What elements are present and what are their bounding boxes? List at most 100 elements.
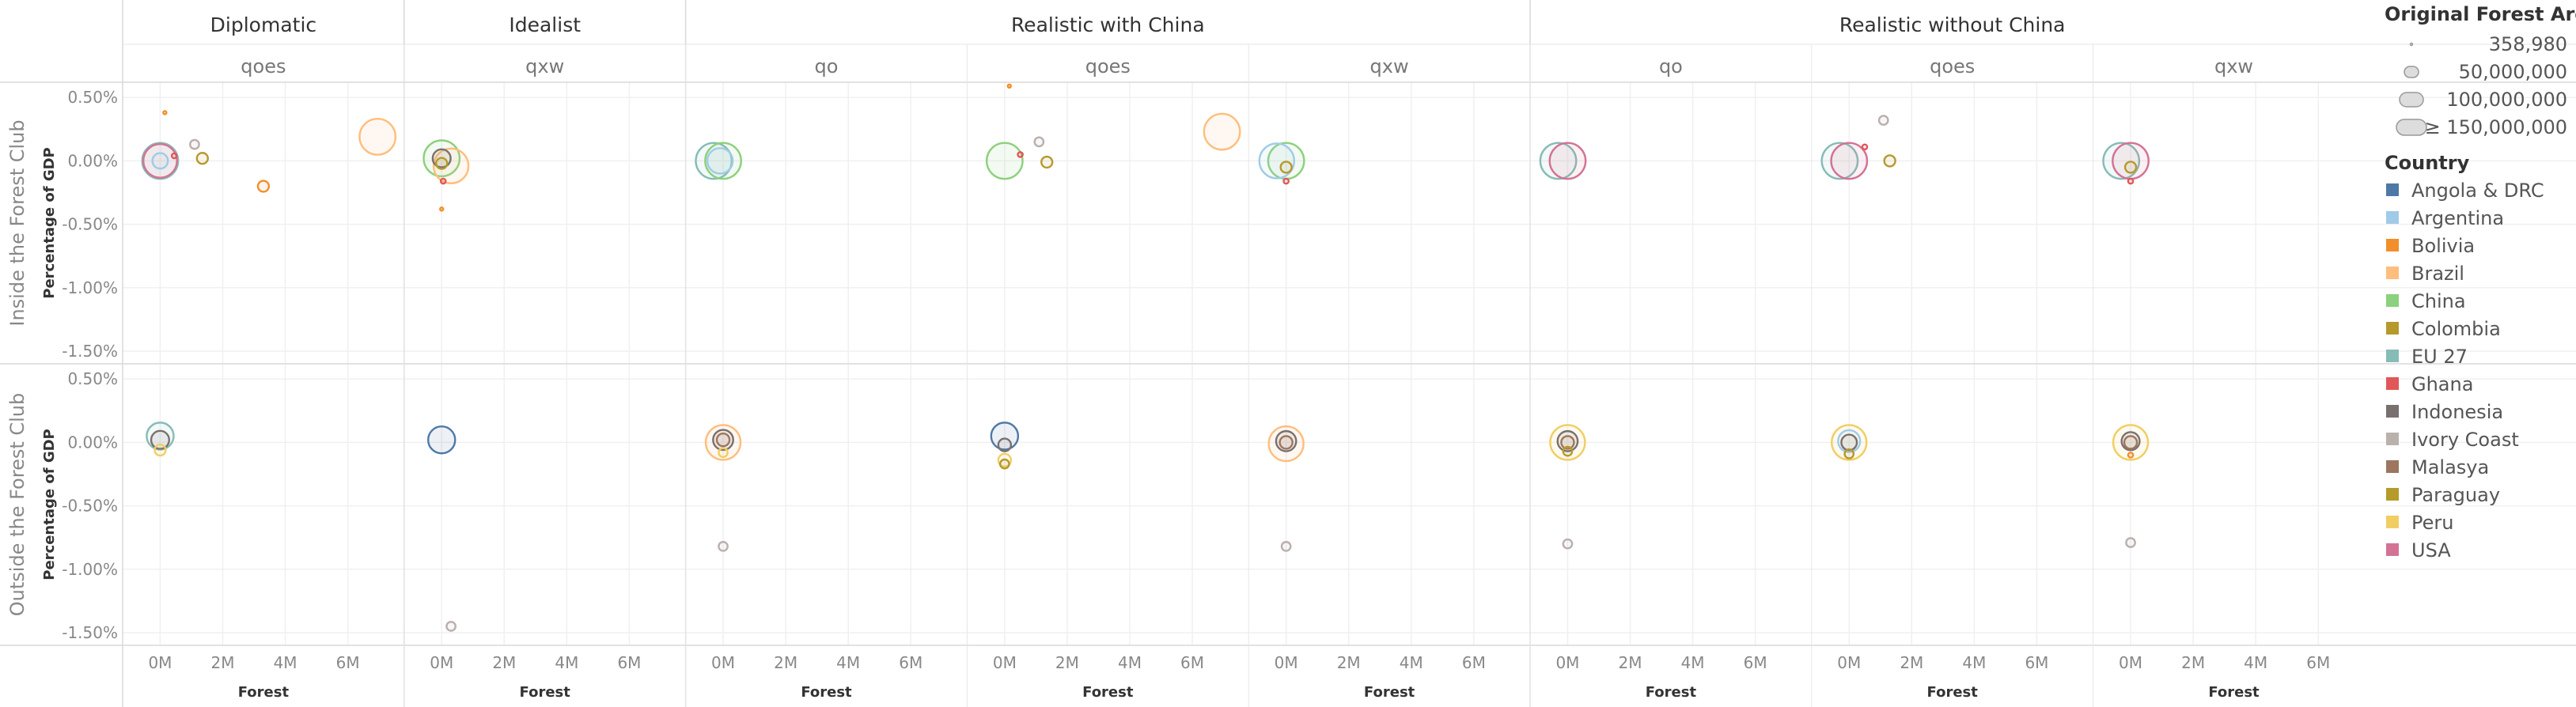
bubble-point — [439, 177, 447, 185]
bubble-point — [189, 138, 200, 150]
x-tick-label: 0M — [993, 653, 1017, 672]
bubble-point — [1820, 142, 1859, 180]
bubble-point — [142, 142, 178, 179]
y-tick-label: 0.00% — [67, 433, 118, 452]
x-tick-label: 6M — [1744, 653, 1767, 672]
measure-header: qxw — [1370, 55, 1409, 78]
x-axis-title: Forest — [1927, 684, 1979, 701]
measure-header: qo — [1659, 55, 1683, 78]
color-legend-swatch — [2386, 322, 2399, 335]
bubble-point — [256, 180, 271, 193]
y-tick-label: -1.00% — [62, 560, 118, 579]
color-legend-label: Bolivia — [2411, 235, 2475, 257]
color-legend-label: Indonesia — [2411, 401, 2503, 423]
bubble-point — [1562, 445, 1574, 457]
bubble-point — [1861, 143, 1869, 151]
bubble-point — [2127, 452, 2135, 459]
color-legend-swatch — [2386, 267, 2399, 279]
y-axis-title: Percentage of GDP — [41, 147, 58, 298]
bubble-point — [1549, 424, 1586, 461]
x-tick-label: 6M — [1180, 653, 1204, 672]
bubble-point — [195, 152, 209, 165]
bubble-point — [435, 157, 449, 170]
x-tick-label: 2M — [1900, 653, 1923, 672]
bubble-point — [1282, 177, 1290, 185]
x-tick-label: 4M — [555, 653, 578, 672]
size-legend-label: 100,000,000 — [2446, 89, 2567, 111]
measure-header: qxw — [525, 55, 564, 78]
bubble-point — [2112, 424, 2150, 461]
bubble-point — [1830, 142, 1869, 180]
bubble-point — [706, 147, 734, 175]
size-legend-label: ≥ 150,000,000 — [2425, 116, 2567, 138]
row-header: Outside the Forest Club — [6, 393, 28, 616]
bubble-point — [170, 152, 178, 160]
bubble-point — [1040, 155, 1054, 169]
bubble-point — [704, 142, 742, 180]
bubble-point — [718, 447, 729, 459]
bubble-point — [718, 541, 729, 552]
y-tick-label: -1.50% — [62, 623, 118, 642]
size-legend-mark — [2399, 92, 2424, 108]
x-tick-label: 2M — [2181, 653, 2205, 672]
color-legend-label: Angola & DRC — [2411, 180, 2544, 202]
bubble-point — [1843, 448, 1855, 459]
scenario-header: Diplomatic — [210, 13, 316, 36]
measure-header: qo — [815, 55, 839, 78]
x-tick-label: 4M — [1962, 653, 1986, 672]
scenario-header: Realistic without China — [1839, 13, 2066, 36]
bubble-point — [2123, 161, 2138, 174]
x-tick-label: 2M — [1619, 653, 1642, 672]
x-tick-label: 0M — [430, 653, 453, 672]
x-axis-title: Forest — [1364, 684, 1415, 701]
x-axis-title: Forest — [1082, 684, 1134, 701]
color-legend-label: Ivory Coast — [2411, 429, 2519, 451]
x-tick-label: 6M — [899, 653, 922, 672]
bubble-point — [1548, 142, 1587, 180]
y-tick-label: 0.50% — [67, 369, 118, 388]
x-tick-label: 2M — [211, 653, 235, 672]
bubble-point — [162, 110, 168, 115]
bubble-point — [426, 425, 456, 455]
y-tick-label: -1.00% — [62, 278, 118, 297]
x-tick-label: 6M — [336, 653, 360, 672]
color-legend-title: Country — [2385, 152, 2470, 174]
color-legend-label: EU 27 — [2411, 346, 2468, 368]
bubble-point — [150, 429, 171, 450]
color-legend-label: Ghana — [2411, 373, 2473, 395]
bubble-point — [445, 621, 456, 632]
x-tick-label: 0M — [2119, 653, 2142, 672]
x-tick-label: 6M — [2025, 653, 2048, 672]
bubble-point — [1840, 433, 1858, 452]
bubble-point — [2102, 142, 2141, 180]
scenario-header: Realistic with China — [1011, 13, 1205, 36]
x-tick-label: 2M — [492, 653, 516, 672]
size-legend-title: Original Forest Area — [2385, 3, 2576, 25]
bubble-point — [358, 118, 397, 156]
y-tick-label: -0.50% — [62, 215, 118, 234]
bubble-point — [1280, 541, 1292, 552]
scenario-header: Idealist — [509, 13, 581, 36]
measure-header: qxw — [2214, 55, 2253, 78]
x-tick-label: 6M — [1462, 653, 1486, 672]
bubble-point — [2127, 177, 2135, 185]
x-tick-label: 6M — [617, 653, 641, 672]
bubble-point — [695, 142, 733, 180]
bubble-point — [1877, 115, 1889, 126]
bubble-point — [985, 142, 1024, 180]
color-legend-label: USA — [2411, 539, 2451, 561]
bubble-point — [2125, 537, 2136, 548]
bubble-point — [1006, 83, 1012, 89]
x-tick-label: 2M — [1055, 653, 1079, 672]
x-tick-label: 0M — [1275, 653, 1298, 672]
bubble-point — [2123, 435, 2138, 450]
x-tick-label: 4M — [1681, 653, 1705, 672]
color-legend-swatch — [2386, 405, 2399, 418]
bubble-point — [997, 437, 1013, 452]
measure-header: qoes — [1085, 55, 1131, 78]
bubble-point — [439, 206, 445, 212]
bubble-point — [1279, 161, 1293, 174]
color-legend-swatch — [2386, 239, 2399, 251]
color-legend-swatch — [2386, 433, 2399, 445]
